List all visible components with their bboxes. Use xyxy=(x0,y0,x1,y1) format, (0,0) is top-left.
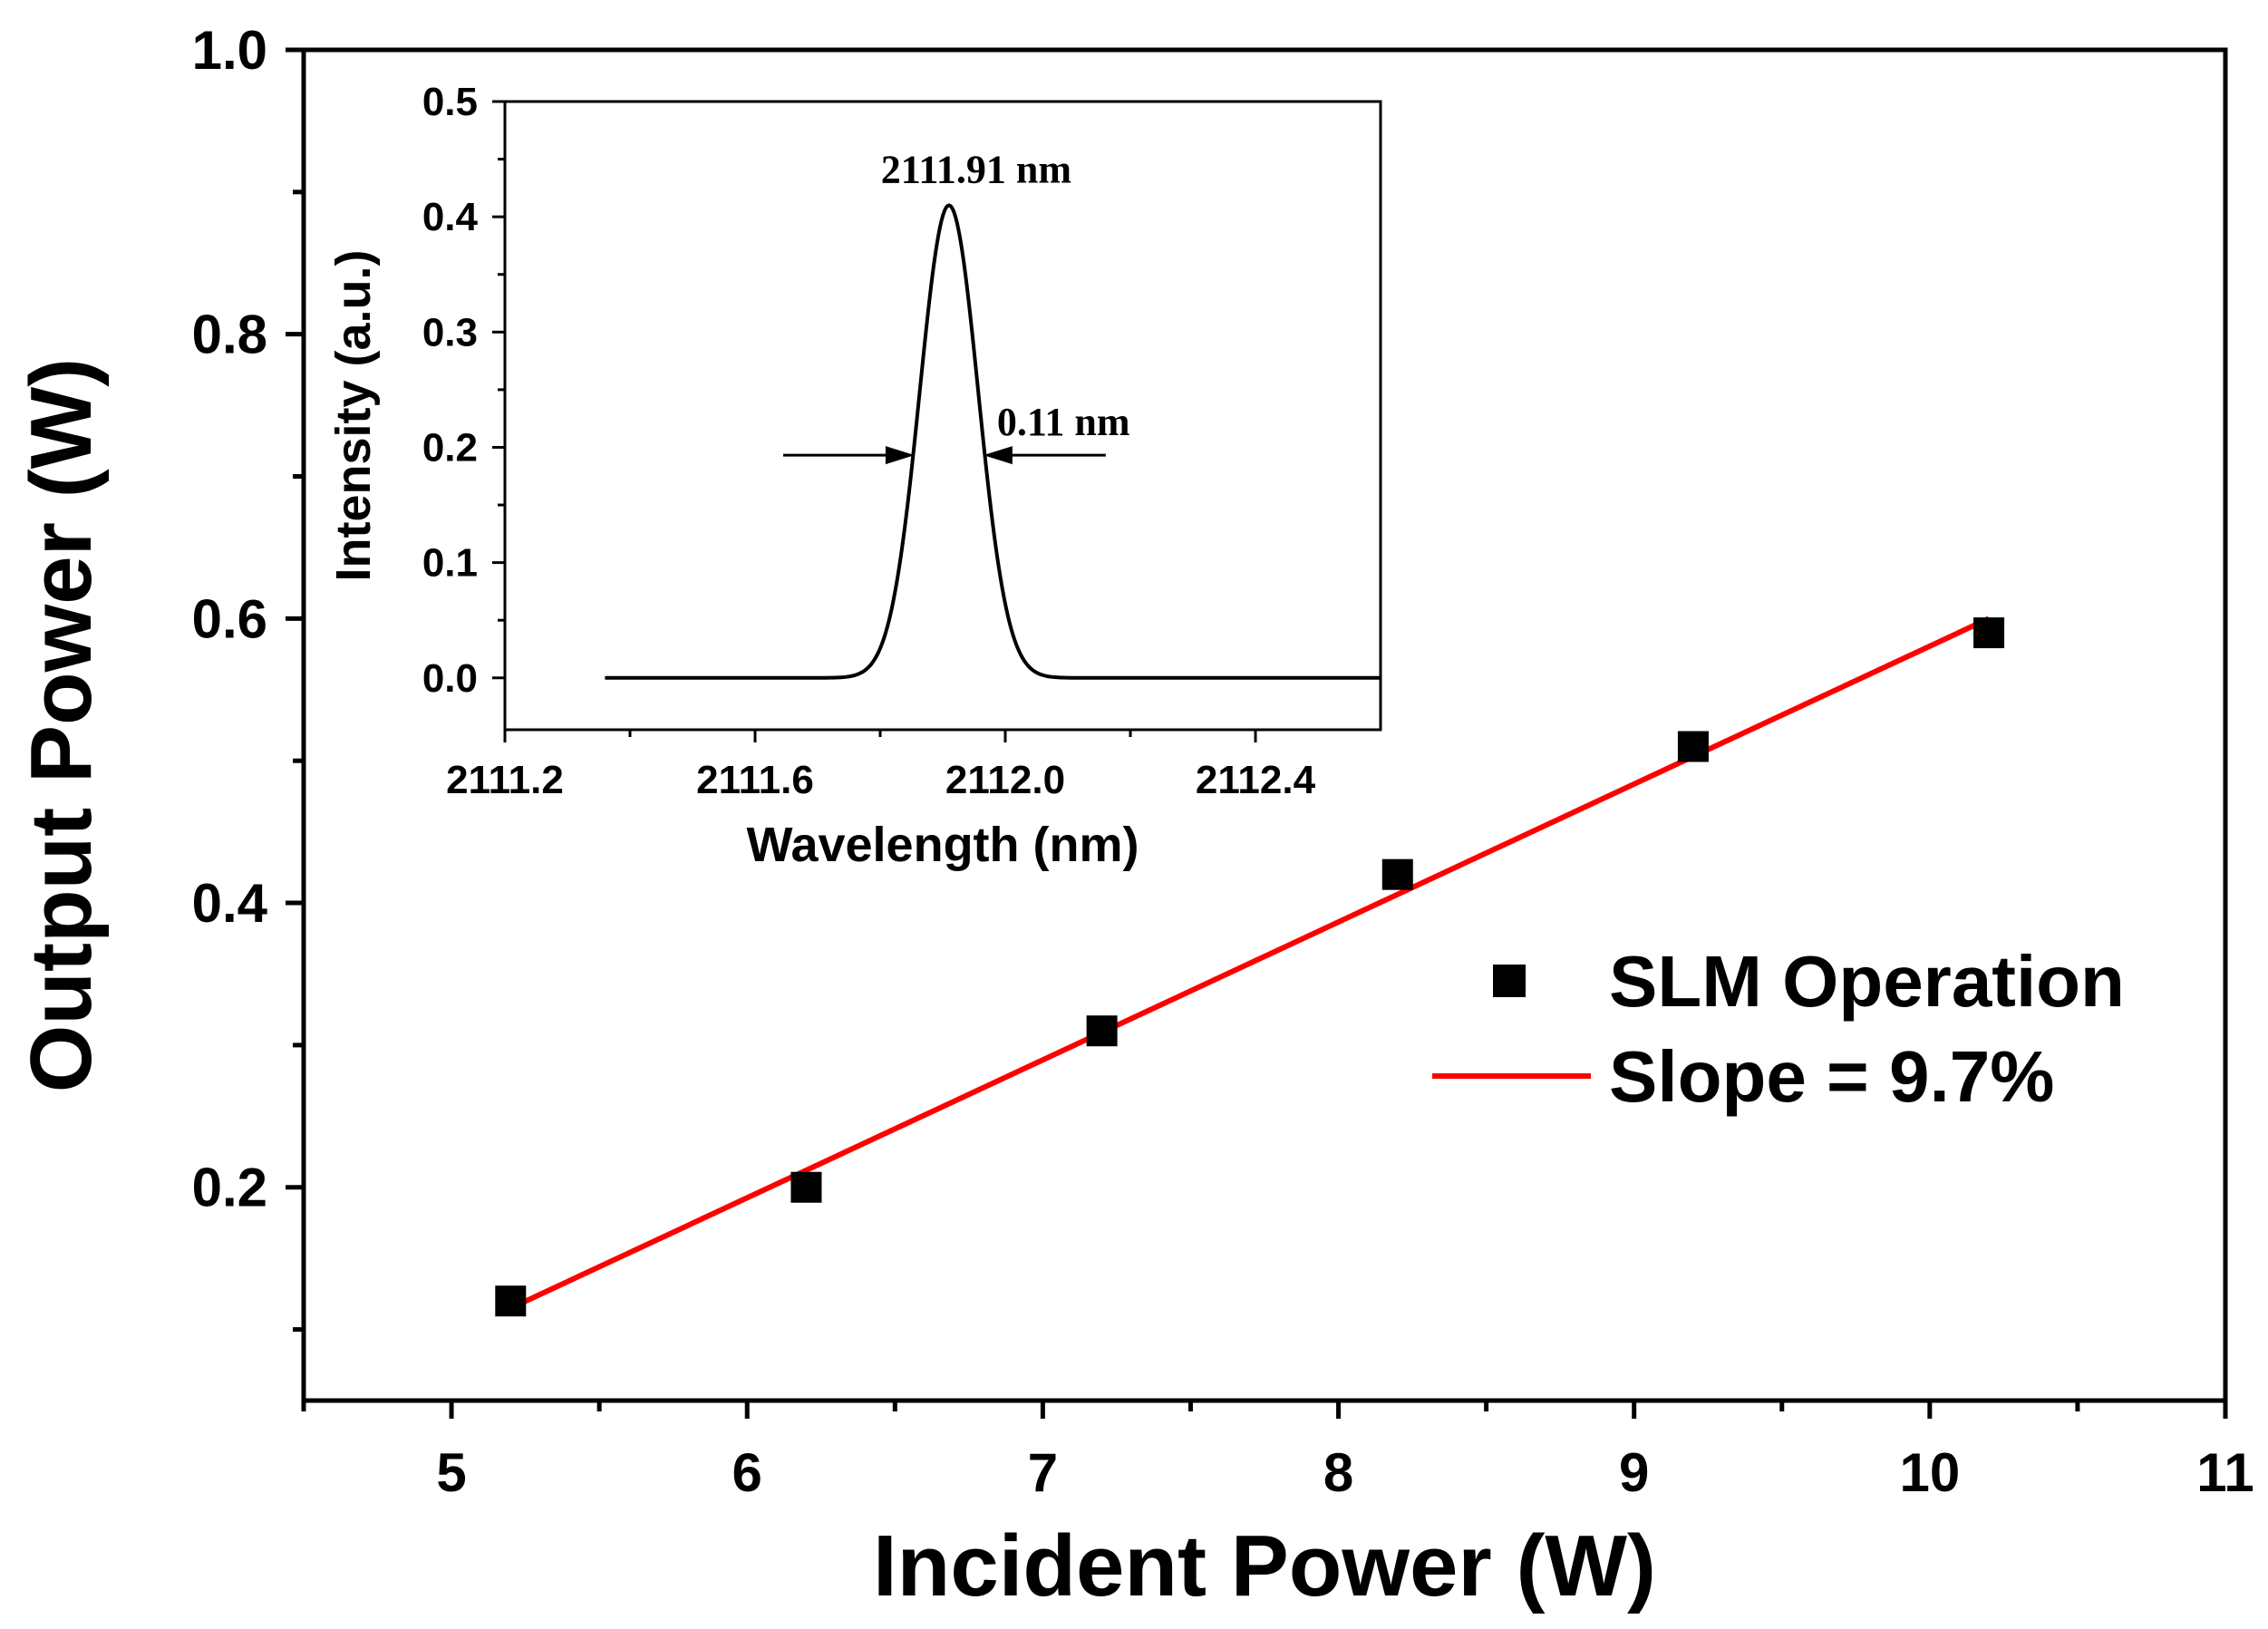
y-tick-label: 0.6 xyxy=(192,588,267,649)
y-tick-label: 0.8 xyxy=(192,305,267,365)
fwhm-left-arrowhead xyxy=(885,446,915,465)
main-plot-frame xyxy=(301,47,2228,1403)
y-tick-label: 1.0 xyxy=(192,20,267,81)
inset-plot-frame xyxy=(503,100,1382,732)
inset-y-tick-label: 0.5 xyxy=(422,80,478,124)
inset-x-tick-label: 2111.2 xyxy=(446,758,564,802)
main-ticks: 5 6 7 8 9 10 11 0.2 0.4 0.6 0.8 1.0 xyxy=(192,20,2254,1503)
inset-x-tick-label: 2112.4 xyxy=(1196,758,1316,802)
x-tick-label: 10 xyxy=(1899,1442,1960,1503)
data-point xyxy=(1677,731,1709,762)
inset-plot: 2111.2 2111.6 2112.0 2112.4 0.0 0.1 0.2 0.3 0.4 0… xyxy=(326,80,1382,872)
x-tick-label: 7 xyxy=(1028,1442,1058,1503)
inset-y-tick-label: 0.4 xyxy=(422,195,479,239)
inset-y-tick-label: 0.3 xyxy=(422,310,478,354)
peak-wavelength-label: 2111.91 nm xyxy=(881,147,1071,191)
inset-y-tick-label: 0.2 xyxy=(422,425,478,470)
legend-marker-slm xyxy=(1493,965,1526,997)
data-points xyxy=(495,617,2005,1317)
legend: SLM Operation Slope = 9.7% xyxy=(1432,941,2125,1117)
fit-line-group xyxy=(509,616,1991,1311)
inset-ticks: 2111.2 2111.6 2112.0 2112.4 0.0 0.1 0.2 0.3 0.4 0… xyxy=(422,80,1316,802)
legend-label-slm: SLM Operation xyxy=(1609,941,2125,1022)
x-tick-label: 9 xyxy=(1619,1442,1649,1503)
inset-annotations: 2111.91 nm 0.11 nm xyxy=(782,147,1130,465)
legend-label-slope: Slope = 9.7% xyxy=(1609,1036,2054,1117)
y-axis-title: Output Power (W) xyxy=(13,358,110,1093)
data-point xyxy=(1086,1015,1118,1047)
inset-y-axis-title: Intensity (a.u.) xyxy=(326,249,381,581)
x-tick-label: 5 xyxy=(436,1442,466,1503)
x-axis-title: Incident Power (W) xyxy=(873,1517,1656,1614)
inset-x-tick-label: 2111.6 xyxy=(696,758,814,802)
fwhm-label: 0.11 nm xyxy=(997,400,1130,444)
inset-y-tick-label: 0.1 xyxy=(422,541,478,586)
inset-x-tick-label: 2112.0 xyxy=(945,758,1065,802)
fwhm-right-arrowhead xyxy=(983,446,1013,465)
main-plot: 5 6 7 8 9 10 11 0.2 0.4 0.6 0.8 1.0 Incident Power … xyxy=(13,20,2254,1614)
data-point xyxy=(1973,617,2005,649)
x-tick-label: 8 xyxy=(1323,1442,1353,1503)
inset-x-axis-title: Wavelength (nm) xyxy=(746,818,1139,872)
inset-y-tick-label: 0.0 xyxy=(422,656,478,701)
y-tick-label: 0.4 xyxy=(192,873,268,934)
y-tick-label: 0.2 xyxy=(192,1158,267,1218)
data-point xyxy=(1381,858,1413,890)
fit-line xyxy=(509,616,1991,1311)
data-point xyxy=(790,1171,822,1203)
x-tick-label: 11 xyxy=(2196,1442,2253,1503)
spectrum-curve xyxy=(605,203,1381,680)
x-tick-label: 6 xyxy=(732,1442,762,1503)
data-point xyxy=(495,1285,527,1317)
